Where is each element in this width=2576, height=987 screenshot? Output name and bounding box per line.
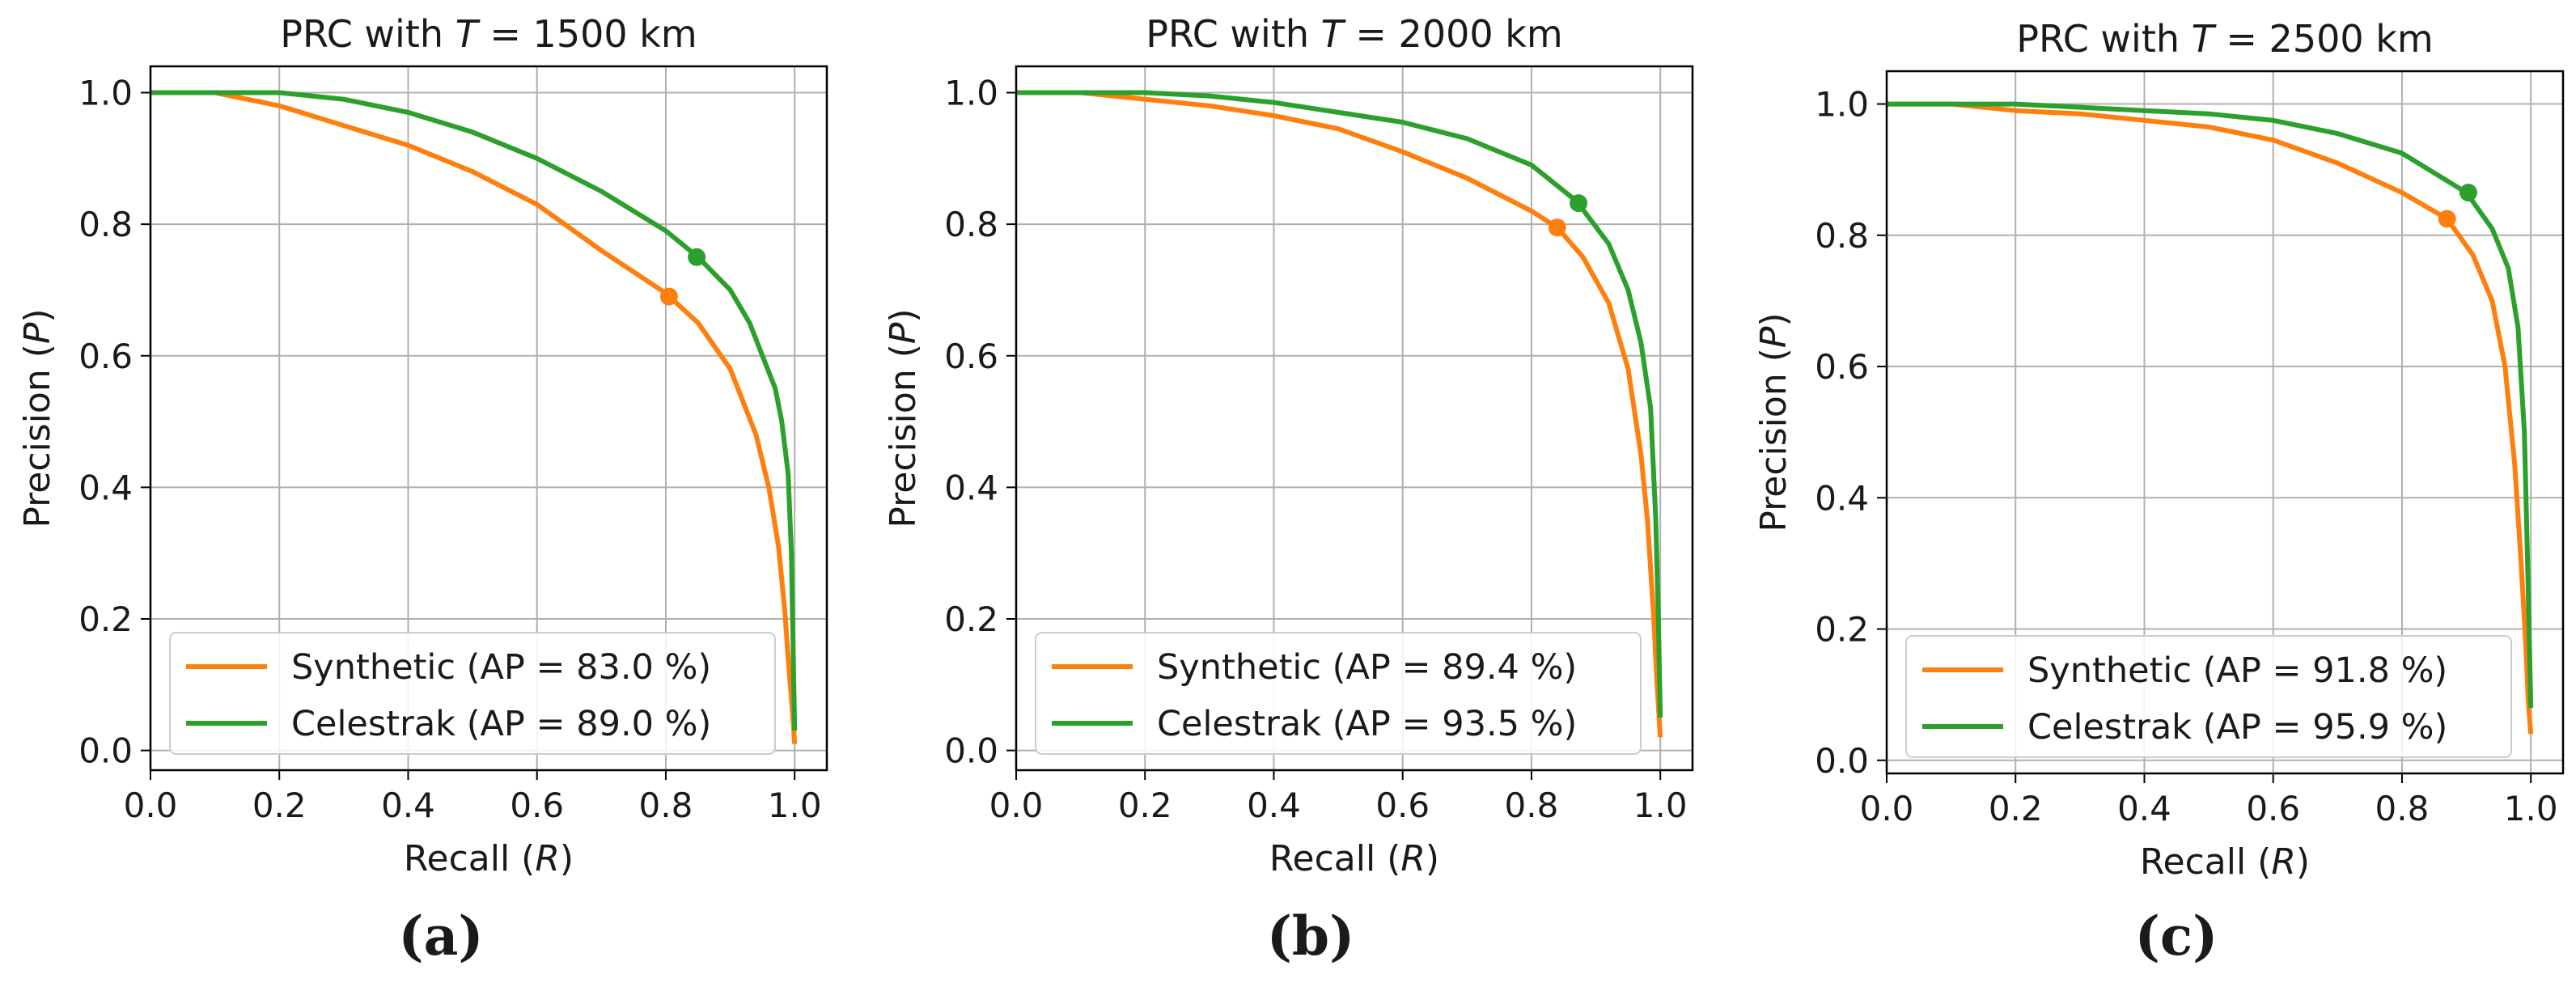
axes-frame [1885,70,2565,775]
x-tick-label: 0.8 [2375,789,2430,828]
x-tick-label: 0.4 [1247,786,1301,825]
legend-label-synthetic: Synthetic (AP = 89.4 %) [1157,647,1577,688]
y-tick-label: 0.8 [944,205,998,244]
legend-box [1905,635,2512,758]
legend: Synthetic (AP = 89.4 %) Celestrak (AP = 9… [1035,632,1642,755]
y-tick-label: 0.2 [1815,610,1869,650]
x-tick-label: 0.6 [2246,789,2300,828]
legend-label-celestrak: Celestrak (AP = 93.5 %) [1157,704,1577,744]
y-tick-label: 0.2 [944,599,998,639]
x-tick-label: 0.0 [989,786,1044,825]
series-line-celestrak [1887,101,2534,708]
y-tick-label: 1.0 [78,74,133,113]
panel-1: 0.0 0.2 0.4 0.6 0.8 1.0 0.0 0.2 0.4 0.6 0.8 1.0 PRC … [17,12,828,968]
operating-point-synthetic [1548,218,1566,237]
panel-3: 0.0 0.2 0.4 0.6 0.8 1.0 0.0 0.2 0.4 0.6 0.8 1.0 PRC … [1753,17,2565,968]
x-tick-label: 1.0 [2504,789,2558,828]
y-tick-label: 0.8 [1815,216,1869,256]
operating-point-celestrak [1570,194,1588,213]
legend-box [169,632,776,755]
x-tick-label: 1.0 [768,786,822,825]
y-tick-label: 1.0 [1815,85,1869,125]
panel-caption: (a) [398,904,483,968]
operating-point-celestrak [688,248,706,266]
y-tick-label: 0.0 [944,731,998,771]
series-line-synthetic [1016,90,1663,738]
x-axis-label: Recall (R) [404,838,574,879]
legend: Synthetic (AP = 83.0 %) Celestrak (AP = 8… [169,632,776,755]
series-line-celestrak [150,90,798,731]
legend-label-celestrak: Celestrak (AP = 95.9 %) [2027,707,2447,748]
series-line-celestrak [1016,90,1663,718]
y-tick-label: 0.0 [78,731,133,771]
series-line-synthetic [150,90,798,744]
x-tick-label: 0.2 [252,786,307,825]
x-tick-label: 0.4 [2117,789,2171,828]
y-tick-label: 0.4 [1815,478,1869,518]
x-tick-label: 0.0 [1860,789,1914,828]
x-tick-label: 0.6 [1375,786,1430,825]
x-tick-label: 1.0 [1633,786,1688,825]
x-axis-label: Recall (R) [2140,841,2310,883]
x-tick-label: 0.8 [1505,786,1559,825]
y-tick-label: 0.6 [1815,347,1869,387]
legend: Synthetic (AP = 91.8 %) Celestrak (AP = 9… [1905,635,2512,758]
x-tick-label: 0.6 [510,786,564,825]
x-tick-label: 0.2 [1118,786,1172,825]
legend-label-celestrak: Celestrak (AP = 89.0 %) [291,704,711,744]
panel-caption: (c) [2135,904,2218,968]
legend-label-synthetic: Synthetic (AP = 91.8 %) [2027,650,2447,691]
operating-point-synthetic [2438,210,2456,228]
axes-frame [1015,65,1694,772]
panel-caption: (b) [1267,904,1355,968]
chart-title: PRC with T = 2500 km [2016,17,2433,61]
axes-frame [149,65,828,772]
y-axis-label: Precision (P) [17,308,58,527]
y-tick-label: 1.0 [944,74,998,113]
y-tick-label: 0.6 [78,337,133,376]
legend-label-synthetic: Synthetic (AP = 83.0 %) [291,647,711,688]
operating-point-celestrak [2459,184,2477,202]
x-tick-label: 0.2 [1989,789,2043,828]
y-tick-label: 0.8 [78,205,133,244]
operating-point-synthetic [659,287,678,306]
x-tick-label: 0.8 [639,786,693,825]
y-axis-label: Precision (P) [883,308,924,527]
y-tick-label: 0.0 [1815,741,1869,781]
x-tick-label: 0.4 [381,786,435,825]
y-tick-label: 0.6 [944,337,998,376]
chart-title: PRC with T = 1500 km [280,12,697,56]
panel-2: 0.0 0.2 0.4 0.6 0.8 1.0 0.0 0.2 0.4 0.6 0.8 1.0 PRC … [883,12,1694,968]
y-tick-label: 0.4 [78,468,133,507]
chart-title: PRC with T = 2000 km [1146,12,1562,56]
x-axis-label: Recall (R) [1269,838,1439,879]
x-tick-label: 0.0 [124,786,178,825]
y-axis-label: Precision (P) [1753,312,1794,532]
y-tick-label: 0.4 [944,468,998,507]
y-tick-label: 0.2 [78,599,133,639]
series-line-synthetic [1887,101,2534,735]
legend-box [1035,632,1642,755]
